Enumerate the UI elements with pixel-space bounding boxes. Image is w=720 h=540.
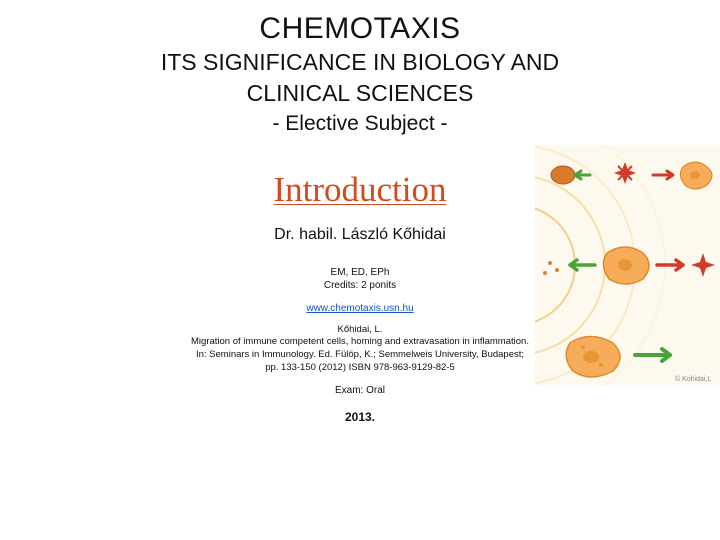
title-main: CHEMOTAXIS <box>0 12 720 46</box>
slide: CHEMOTAXIS ITS SIGNIFICANCE IN BIOLOGY A… <box>0 0 720 540</box>
svg-text:© Kohidai,L: © Kohidai,L <box>675 375 711 383</box>
exam-info: Exam: Oral <box>0 385 720 396</box>
chemotaxis-illustration: © Kohidai,L <box>535 145 720 385</box>
year-label: 2013. <box>0 410 720 424</box>
title-subtitle-line2: CLINICAL SCIENCES <box>0 79 720 108</box>
title-subtitle-line1: ITS SIGNIFICANCE IN BIOLOGY AND <box>0 48 720 77</box>
elective-label: - Elective Subject - <box>0 112 720 136</box>
